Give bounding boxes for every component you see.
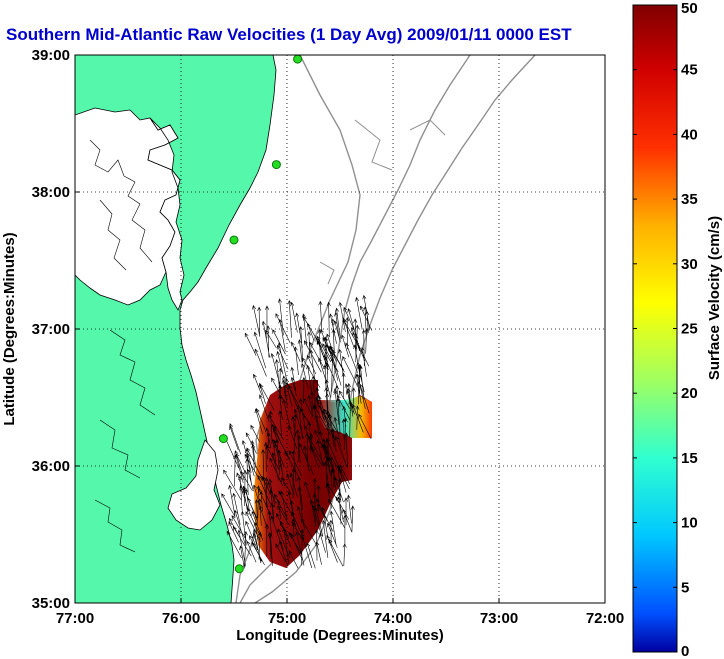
colorbar-tick-label: 45 (681, 62, 698, 79)
x-tick-label: 77:00 (56, 610, 94, 627)
x-axis-label: Longitude (Degrees:Minutes) (236, 627, 444, 644)
y-axis-ticks: 39:00 38:00 37:00 36:00 35:00 (32, 47, 80, 612)
y-tick-label: 37:00 (32, 321, 70, 338)
colorbar-tick-label: 0 (681, 643, 689, 659)
x-tick-label: 72:00 (586, 610, 624, 627)
bathymetry-fragment (319, 119, 446, 285)
station-marker (229, 235, 239, 245)
x-axis-ticks: 77:00 76:00 75:00 74:00 73:00 72:00 (56, 598, 624, 627)
x-tick-label: 75:00 (268, 610, 306, 627)
colorbar-label: Surface Velocity (cm/s) (706, 216, 723, 380)
colorbar (632, 4, 678, 653)
x-tick-label: 76:00 (162, 610, 200, 627)
station-marker (234, 564, 244, 574)
colorbar-tick-label: 50 (681, 0, 698, 17)
colorbar-tick-label: 15 (681, 450, 698, 467)
colorbar-tick-label: 30 (681, 256, 698, 273)
y-tick-label: 39:00 (32, 47, 70, 64)
y-tick-label: 36:00 (32, 458, 70, 475)
colorbar-tick-label: 35 (681, 191, 698, 208)
plot-area (75, 55, 605, 603)
colorbar-tick-label: 25 (681, 321, 698, 338)
chart-title: Southern Mid-Atlantic Raw Velocities (1 … (6, 25, 572, 44)
colorbar-tick-label: 10 (681, 515, 698, 532)
station-marker (271, 160, 281, 170)
x-tick-label: 74:00 (374, 610, 412, 627)
y-tick-label: 35:00 (32, 595, 70, 612)
station-marker (293, 55, 303, 64)
y-tick-label: 38:00 (32, 184, 70, 201)
coastline-detail (89, 139, 156, 553)
colorbar-ticks: 0 5 10 15 20 25 30 35 40 45 50 (633, 0, 698, 659)
x-tick-label: 73:00 (480, 610, 518, 627)
colorbar-tick-label: 40 (681, 126, 698, 143)
stations (218, 55, 303, 574)
station-marker (218, 434, 228, 444)
colorbar-tick-label: 20 (681, 385, 698, 402)
grid (75, 55, 605, 603)
chesapeake-bay (147, 117, 185, 311)
y-axis-label: Latitude (Degrees:Minutes) (1, 232, 18, 425)
colorbar-tick-label: 5 (681, 579, 689, 596)
